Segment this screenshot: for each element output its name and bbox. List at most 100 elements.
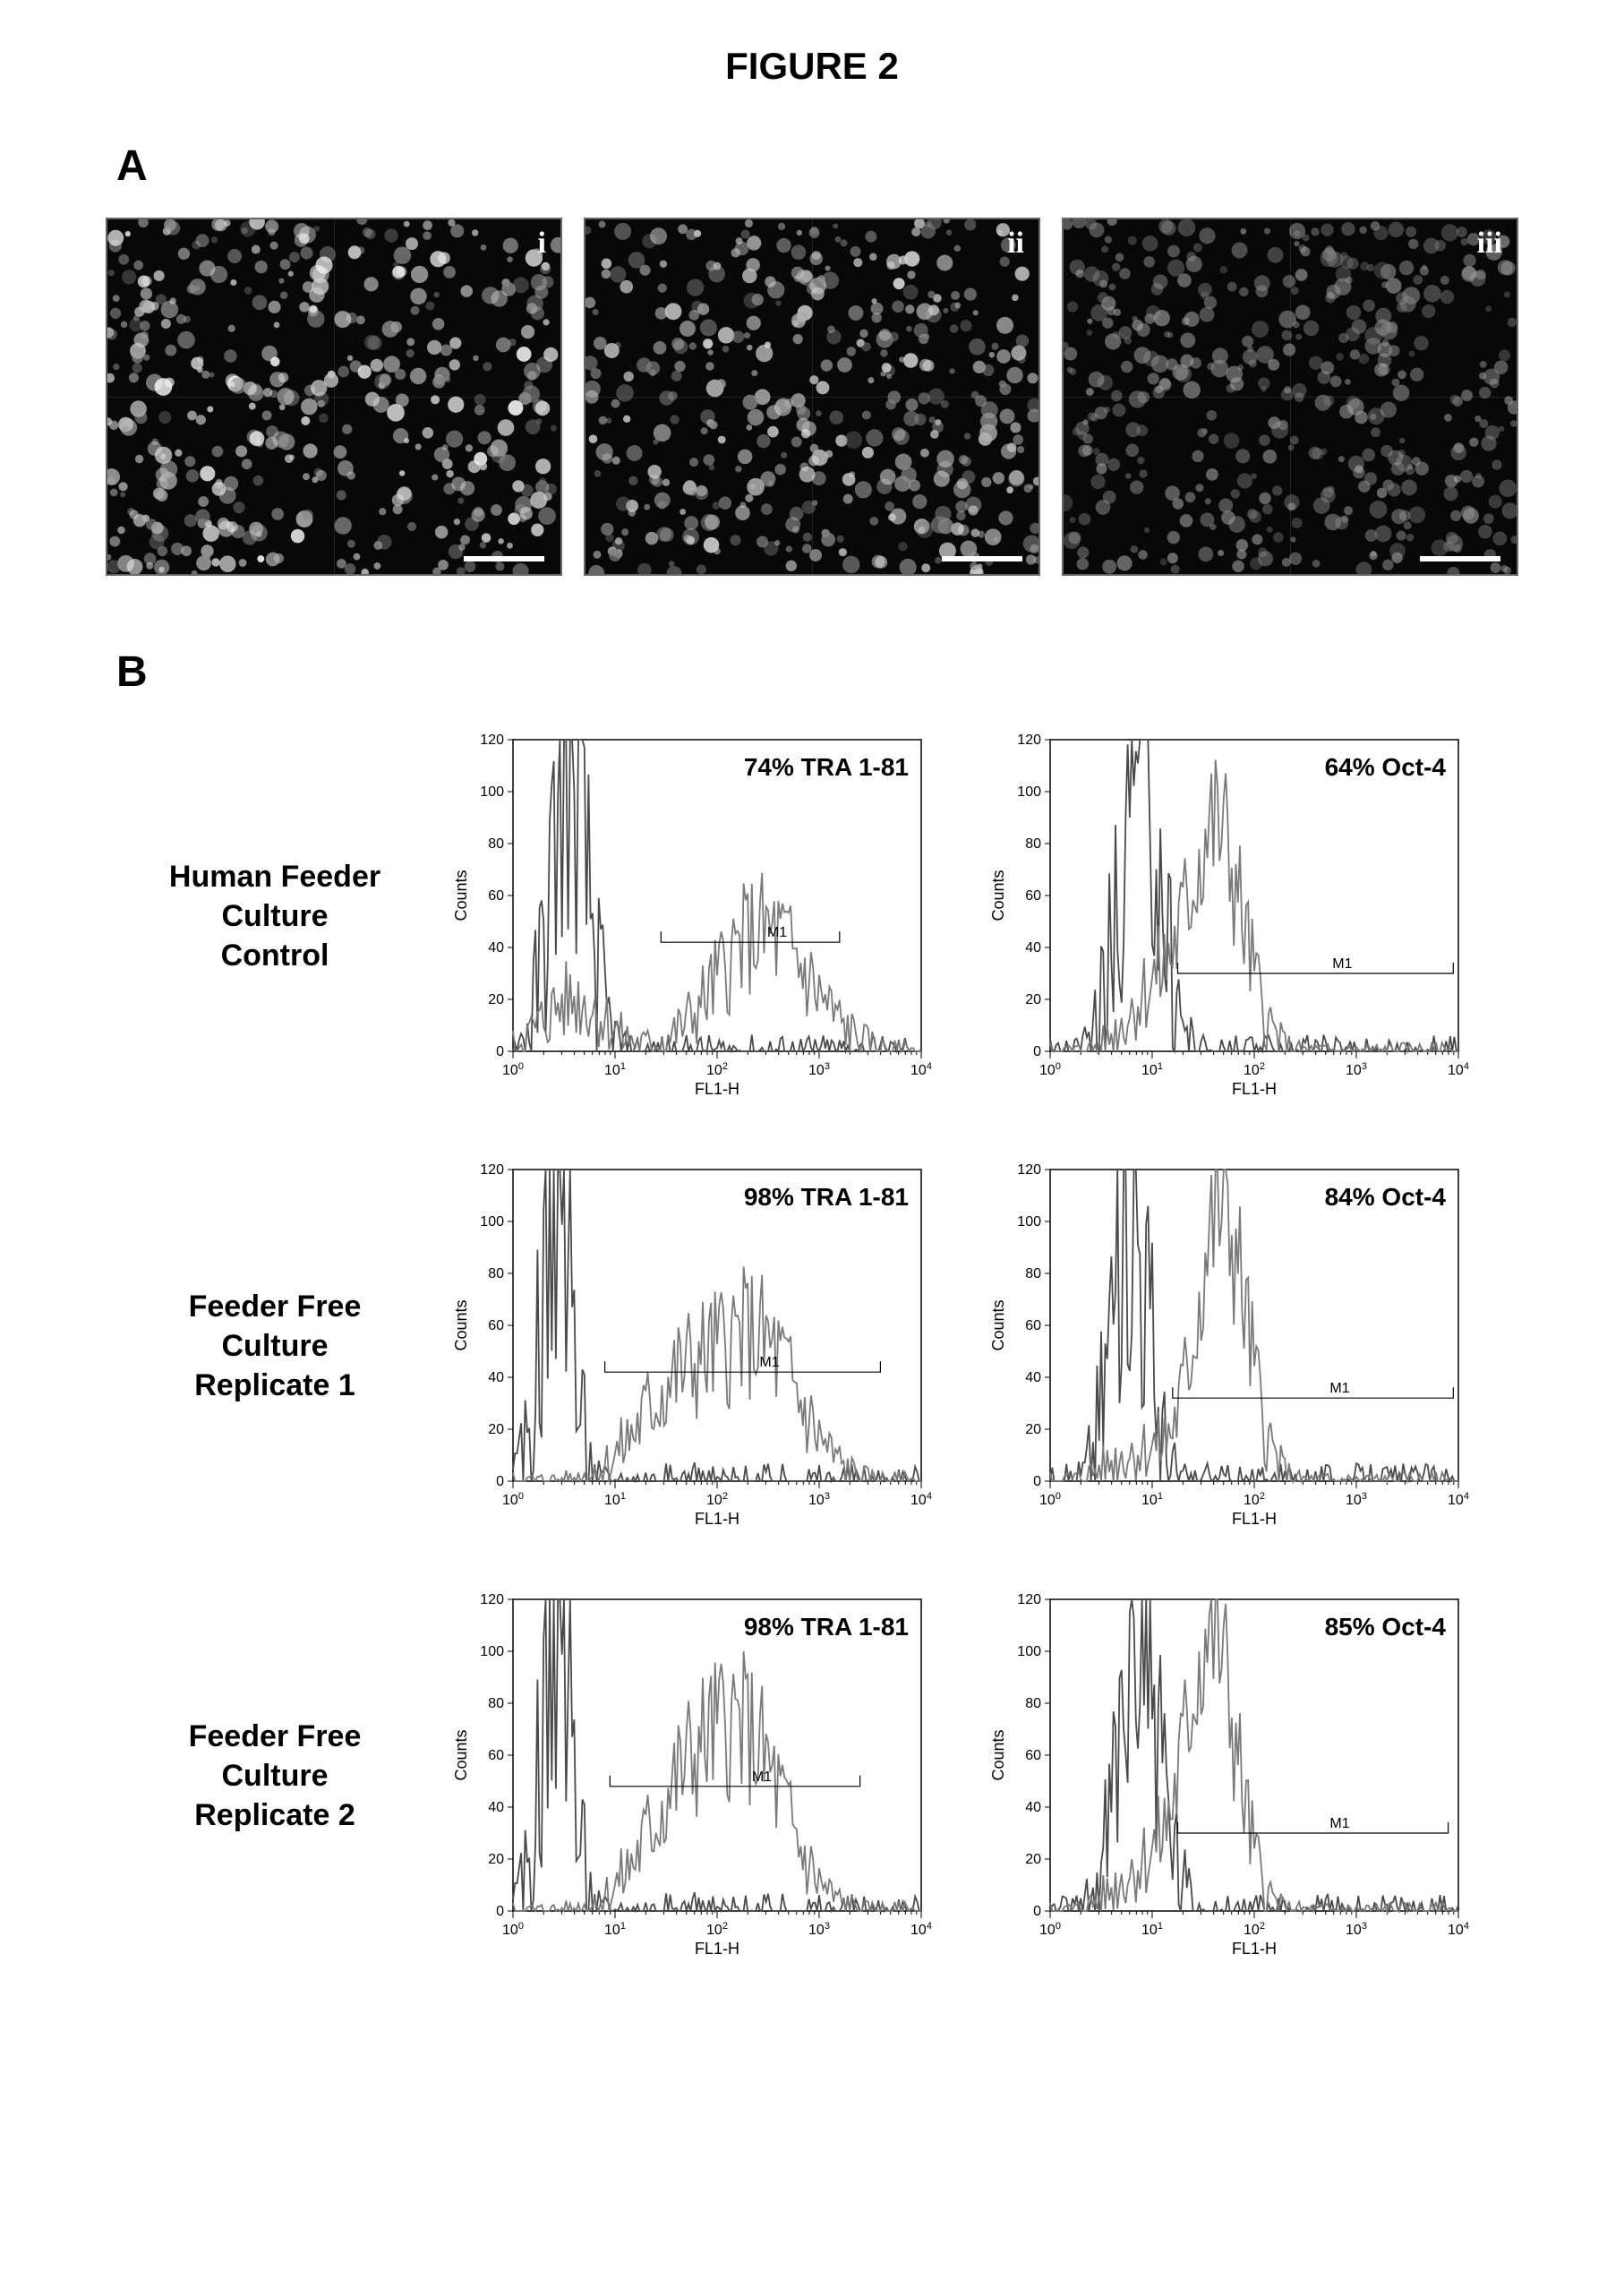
svg-text:20: 20 xyxy=(1025,1852,1041,1867)
svg-text:40: 40 xyxy=(1025,940,1041,955)
histogram-annotation: 64% Oct-4 xyxy=(1325,753,1447,781)
svg-text:80: 80 xyxy=(488,1696,504,1711)
svg-text:104: 104 xyxy=(1448,1061,1469,1078)
svg-text:20: 20 xyxy=(1025,1422,1041,1437)
svg-text:60: 60 xyxy=(488,888,504,904)
micrograph-tag: iii xyxy=(1477,227,1502,261)
svg-text:102: 102 xyxy=(706,1921,728,1938)
svg-text:20: 20 xyxy=(1025,992,1041,1007)
svg-text:101: 101 xyxy=(604,1061,626,1078)
micrograph-tag: ii xyxy=(1007,227,1024,261)
svg-text:120: 120 xyxy=(480,1592,504,1607)
svg-text:0: 0 xyxy=(1033,1044,1041,1059)
svg-text:100: 100 xyxy=(480,1644,504,1659)
svg-text:40: 40 xyxy=(488,1370,504,1385)
svg-text:Counts: Counts xyxy=(989,870,1007,921)
svg-text:120: 120 xyxy=(1017,1592,1041,1607)
svg-text:60: 60 xyxy=(488,1318,504,1333)
svg-text:FL1-H: FL1-H xyxy=(1232,1080,1277,1098)
svg-text:120: 120 xyxy=(480,1162,504,1178)
svg-text:103: 103 xyxy=(1346,1921,1367,1938)
svg-text:0: 0 xyxy=(1033,1904,1041,1919)
svg-text:104: 104 xyxy=(910,1061,932,1078)
scale-bar xyxy=(1420,556,1500,561)
panel-a-label: A xyxy=(116,141,1543,191)
svg-text:Counts: Counts xyxy=(989,1299,1007,1350)
svg-text:80: 80 xyxy=(1025,836,1041,852)
histogram-annotation: 98% TRA 1-81 xyxy=(744,1183,909,1211)
svg-text:120: 120 xyxy=(1017,1162,1041,1178)
svg-text:103: 103 xyxy=(808,1921,830,1938)
svg-text:M1: M1 xyxy=(1329,1381,1349,1396)
svg-text:0: 0 xyxy=(496,1044,504,1059)
flow-histogram: 020406080100120Counts100101102103104FL1-… xyxy=(973,1583,1474,1968)
histogram-annotation: 84% Oct-4 xyxy=(1325,1183,1447,1211)
svg-text:104: 104 xyxy=(1448,1921,1469,1938)
scale-bar xyxy=(942,556,1022,561)
histogram-annotation: 74% TRA 1-81 xyxy=(744,753,909,781)
figure-title: FIGURE 2 xyxy=(81,45,1543,88)
svg-text:100: 100 xyxy=(502,1491,524,1508)
svg-text:100: 100 xyxy=(1017,1644,1041,1659)
svg-text:40: 40 xyxy=(488,940,504,955)
svg-text:102: 102 xyxy=(1244,1061,1265,1078)
svg-text:100: 100 xyxy=(502,1061,524,1078)
svg-text:FL1-H: FL1-H xyxy=(695,1080,739,1098)
svg-text:100: 100 xyxy=(1017,784,1041,800)
micrograph-1: i xyxy=(106,218,562,576)
svg-text:40: 40 xyxy=(488,1800,504,1815)
flow-histogram: 020406080100120Counts100101102103104FL1-… xyxy=(973,1153,1474,1538)
panel-b-row: Feeder FreeCultureReplicate 1 0 20 40 60 80 10… xyxy=(150,1153,1474,1538)
svg-text:60: 60 xyxy=(1025,888,1041,904)
svg-text:80: 80 xyxy=(1025,1266,1041,1281)
svg-text:Counts: Counts xyxy=(452,870,470,921)
svg-text:20: 20 xyxy=(488,992,504,1007)
svg-text:100: 100 xyxy=(1017,1214,1041,1230)
svg-text:M1: M1 xyxy=(752,1770,772,1785)
svg-text:M1: M1 xyxy=(1329,1816,1349,1831)
panel-b-row: Feeder FreeCultureReplicate 2 0 20 40 60 80 10… xyxy=(150,1583,1474,1968)
svg-text:102: 102 xyxy=(706,1061,728,1078)
svg-text:120: 120 xyxy=(480,733,504,748)
svg-text:100: 100 xyxy=(480,784,504,800)
svg-text:0: 0 xyxy=(496,1904,504,1919)
svg-text:80: 80 xyxy=(488,1266,504,1281)
svg-text:60: 60 xyxy=(1025,1318,1041,1333)
svg-text:101: 101 xyxy=(1141,1921,1163,1938)
svg-text:102: 102 xyxy=(1244,1491,1265,1508)
svg-text:0: 0 xyxy=(496,1474,504,1489)
svg-text:100: 100 xyxy=(1039,1491,1061,1508)
svg-text:FL1-H: FL1-H xyxy=(695,1510,739,1528)
svg-text:103: 103 xyxy=(808,1491,830,1508)
row-label: Feeder FreeCultureReplicate 1 xyxy=(150,1287,400,1406)
svg-text:40: 40 xyxy=(1025,1800,1041,1815)
svg-text:FL1-H: FL1-H xyxy=(695,1940,739,1958)
micrograph-2: ii xyxy=(584,218,1040,576)
histogram-annotation: 98% TRA 1-81 xyxy=(744,1613,909,1641)
svg-text:104: 104 xyxy=(910,1921,932,1938)
flow-histogram: 020406080100120Counts100101102103104FL1-… xyxy=(436,1583,937,1968)
svg-text:Counts: Counts xyxy=(989,1729,1007,1780)
svg-text:103: 103 xyxy=(1346,1491,1367,1508)
svg-text:80: 80 xyxy=(488,836,504,852)
svg-text:20: 20 xyxy=(488,1852,504,1867)
svg-text:104: 104 xyxy=(910,1491,932,1508)
svg-text:104: 104 xyxy=(1448,1491,1469,1508)
panel-b-label: B xyxy=(116,647,1543,697)
flow-histogram: 020406080100120Counts100101102103104FL1-… xyxy=(436,724,937,1109)
panel-b-row: Human FeederCultureControl 0 20 40 60 80 100 12… xyxy=(150,724,1474,1109)
scale-bar xyxy=(464,556,544,561)
svg-text:101: 101 xyxy=(604,1491,626,1508)
row-label: Feeder FreeCultureReplicate 2 xyxy=(150,1717,400,1836)
svg-text:M1: M1 xyxy=(759,1355,779,1370)
svg-text:M1: M1 xyxy=(1332,956,1352,972)
row-label: Human FeederCultureControl xyxy=(150,857,400,976)
svg-text:60: 60 xyxy=(1025,1748,1041,1763)
panel-b: Human FeederCultureControl 0 20 40 60 80 100 12… xyxy=(81,724,1543,1968)
flow-histogram: 020406080100120Counts100101102103104FL1-… xyxy=(436,1153,937,1538)
svg-text:120: 120 xyxy=(1017,733,1041,748)
svg-text:100: 100 xyxy=(1039,1921,1061,1938)
flow-histogram: 020406080100120Counts100101102103104FL1-… xyxy=(973,724,1474,1109)
svg-text:20: 20 xyxy=(488,1422,504,1437)
svg-text:60: 60 xyxy=(488,1748,504,1763)
